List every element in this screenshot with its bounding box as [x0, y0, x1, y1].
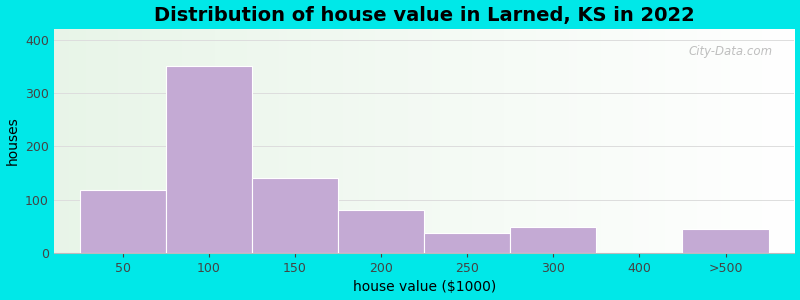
Bar [252, 178, 338, 253]
Bar [338, 210, 424, 253]
Bar [682, 229, 769, 253]
Bar [80, 190, 166, 253]
Y-axis label: houses: houses [6, 116, 19, 165]
Bar [424, 233, 510, 253]
Bar [166, 66, 252, 253]
Title: Distribution of house value in Larned, KS in 2022: Distribution of house value in Larned, K… [154, 6, 694, 25]
Text: City-Data.com: City-Data.com [688, 45, 772, 58]
Bar [510, 227, 596, 253]
X-axis label: house value ($1000): house value ($1000) [353, 280, 496, 294]
